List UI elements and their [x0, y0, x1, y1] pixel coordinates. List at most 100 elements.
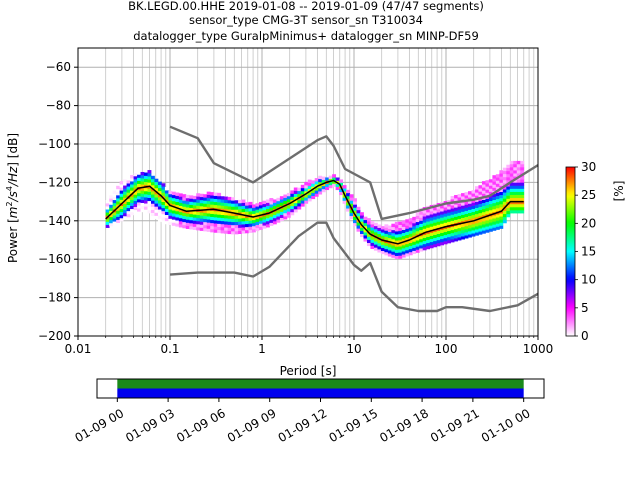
density-cell — [213, 229, 218, 233]
density-cell — [429, 220, 434, 224]
density-cell — [394, 221, 399, 226]
density-cell — [140, 193, 145, 197]
density-cell — [321, 179, 326, 184]
density-cell — [206, 210, 211, 214]
density-cell — [241, 227, 246, 231]
density-cell — [401, 245, 406, 249]
density-cell — [150, 181, 155, 186]
density-cell — [485, 217, 490, 221]
density-cell — [495, 186, 500, 190]
density-cell — [468, 215, 472, 220]
density-cell — [178, 205, 183, 210]
density-cell — [415, 246, 420, 250]
density-cell — [401, 229, 406, 234]
density-cell — [185, 216, 190, 220]
x-axis-label: Period [s] — [280, 364, 337, 378]
density-cell — [133, 179, 138, 183]
density-cell — [520, 179, 525, 183]
density-cell — [380, 235, 385, 239]
density-cell — [443, 207, 448, 211]
density-cell — [192, 201, 197, 206]
density-cell — [436, 239, 441, 244]
density-cell — [513, 200, 518, 205]
density-cell — [440, 238, 445, 243]
density-cell — [464, 235, 469, 239]
density-cell — [182, 206, 187, 210]
timeline-tick-label: 01-09 06 — [174, 406, 228, 445]
density-cell — [262, 200, 267, 205]
density-cell — [408, 230, 413, 234]
density-cell — [307, 185, 312, 190]
density-cell — [370, 242, 375, 246]
density-cell — [203, 200, 208, 204]
density-cell — [210, 204, 215, 208]
density-cell — [495, 174, 500, 178]
density-cell — [119, 211, 124, 216]
density-cell — [290, 205, 295, 210]
density-cell — [520, 176, 525, 180]
density-cell — [150, 197, 155, 201]
density-cell — [433, 231, 438, 235]
density-cell — [447, 209, 451, 213]
density-cell — [373, 247, 378, 251]
density-cell — [443, 204, 448, 208]
density-cell — [130, 181, 134, 185]
density-cell — [478, 188, 483, 192]
density-cell — [147, 188, 152, 192]
density-cell — [513, 160, 518, 165]
density-cell — [286, 208, 291, 212]
density-cell — [499, 222, 504, 226]
density-cell — [318, 178, 323, 183]
density-cell — [105, 224, 110, 228]
density-cell — [429, 241, 434, 246]
density-cell — [481, 211, 486, 216]
density-cell — [196, 196, 201, 200]
density-cell — [217, 211, 222, 215]
density-cell — [123, 203, 127, 208]
density-cell — [401, 238, 406, 243]
density-cell — [171, 222, 176, 226]
density-cell — [506, 167, 511, 172]
density-cell — [220, 211, 225, 215]
density-cell — [307, 191, 312, 196]
density-cell — [433, 243, 438, 248]
density-cell — [220, 223, 225, 228]
density-cell — [217, 205, 222, 209]
density-cell — [189, 195, 194, 199]
density-cell — [401, 220, 406, 224]
density-cell — [353, 219, 357, 224]
density-cell — [325, 186, 330, 191]
density-cell — [377, 233, 382, 238]
density-cell — [426, 212, 431, 216]
density-cell — [157, 181, 162, 185]
y-tick-label: −160 — [38, 252, 71, 266]
density-cell — [245, 229, 249, 234]
density-cell — [506, 198, 511, 202]
density-cell — [516, 206, 521, 211]
density-cell — [293, 199, 298, 204]
density-cell — [164, 187, 169, 191]
density-cell — [171, 197, 176, 202]
density-cell — [474, 213, 479, 218]
density-cell — [436, 242, 441, 247]
density-cell — [520, 210, 525, 214]
density-cell — [262, 206, 267, 211]
density-cell — [398, 224, 403, 229]
density-cell — [443, 228, 448, 233]
density-cell — [471, 223, 476, 228]
density-cell — [217, 217, 222, 221]
density-cell — [175, 214, 180, 218]
density-cell — [461, 193, 465, 197]
density-cell — [157, 206, 162, 210]
density-cell — [178, 199, 183, 203]
density-cell — [457, 197, 462, 201]
density-cell — [255, 206, 260, 210]
density-cell — [252, 219, 256, 224]
density-cell — [286, 211, 291, 215]
density-cell — [422, 243, 427, 248]
density-cell — [234, 227, 239, 232]
density-cell — [474, 210, 479, 215]
density-cell — [311, 192, 316, 197]
density-cell — [144, 175, 148, 179]
